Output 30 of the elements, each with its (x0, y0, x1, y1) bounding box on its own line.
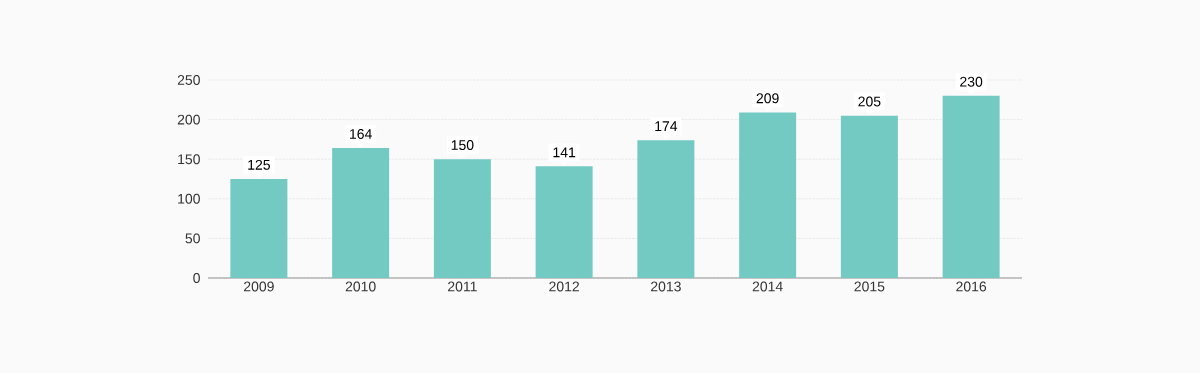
x-tick-label: 2016 (956, 281, 987, 292)
x-tick-label: 2010 (345, 281, 376, 292)
data-label: 150 (451, 140, 474, 150)
data-label: 205 (858, 96, 881, 107)
y-tick-label: 0 (193, 273, 200, 283)
x-tick-label: 2012 (549, 281, 579, 292)
bar (637, 140, 695, 278)
data-label: 209 (756, 93, 779, 104)
x-tick-label: 2009 (244, 281, 274, 292)
y-tick-label: 250 (177, 75, 200, 85)
data-label: 164 (350, 128, 372, 139)
x-tick-label: 2013 (651, 281, 681, 292)
bar (942, 95, 1000, 278)
bar (535, 166, 593, 278)
bar (332, 148, 390, 278)
data-label: 174 (655, 121, 678, 131)
bar (230, 179, 288, 278)
x-tick-label: 2014 (752, 281, 783, 292)
data-label: 230 (960, 76, 983, 87)
y-tick-label: 50 (185, 233, 200, 244)
data-label: 125 (248, 159, 270, 170)
bar (739, 112, 797, 278)
y-tick-label: 150 (178, 154, 200, 165)
y-tick-label: 200 (177, 114, 200, 125)
x-tick-label: 2015 (854, 281, 885, 292)
bar (433, 159, 491, 278)
data-label: 141 (553, 147, 576, 158)
bar (840, 115, 898, 278)
y-tick-label: 100 (178, 193, 200, 204)
x-tick-label: 2011 (448, 281, 477, 292)
